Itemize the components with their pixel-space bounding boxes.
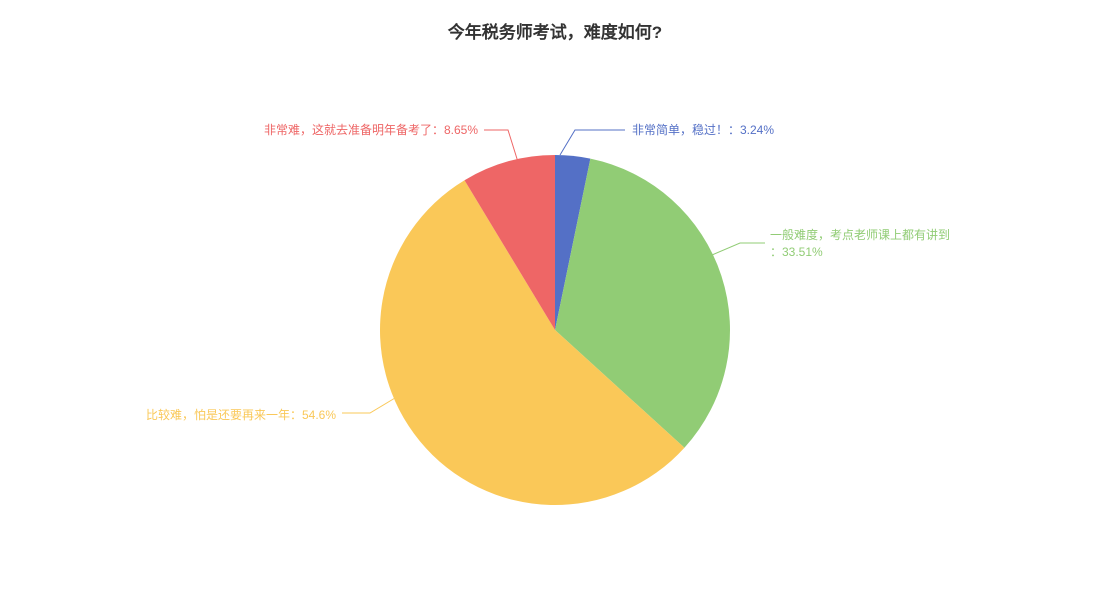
pie-leader-3 xyxy=(484,130,518,162)
pie-leader-1 xyxy=(712,243,765,255)
pie-leader-2 xyxy=(342,398,395,413)
pie-chart xyxy=(0,0,1110,600)
pie-label-1: 一般难度，考点老师课上都有讲到：33.51% xyxy=(770,226,950,260)
pie-label-2: 比较难，怕是还要再来一年：54.6% xyxy=(146,406,336,423)
pie-label-3: 非常难，这就去准备明年备考了：8.65% xyxy=(264,121,478,138)
pie-leader-0 xyxy=(560,130,625,155)
pie-label-0: 非常简单，稳过！：3.24% xyxy=(632,121,774,138)
